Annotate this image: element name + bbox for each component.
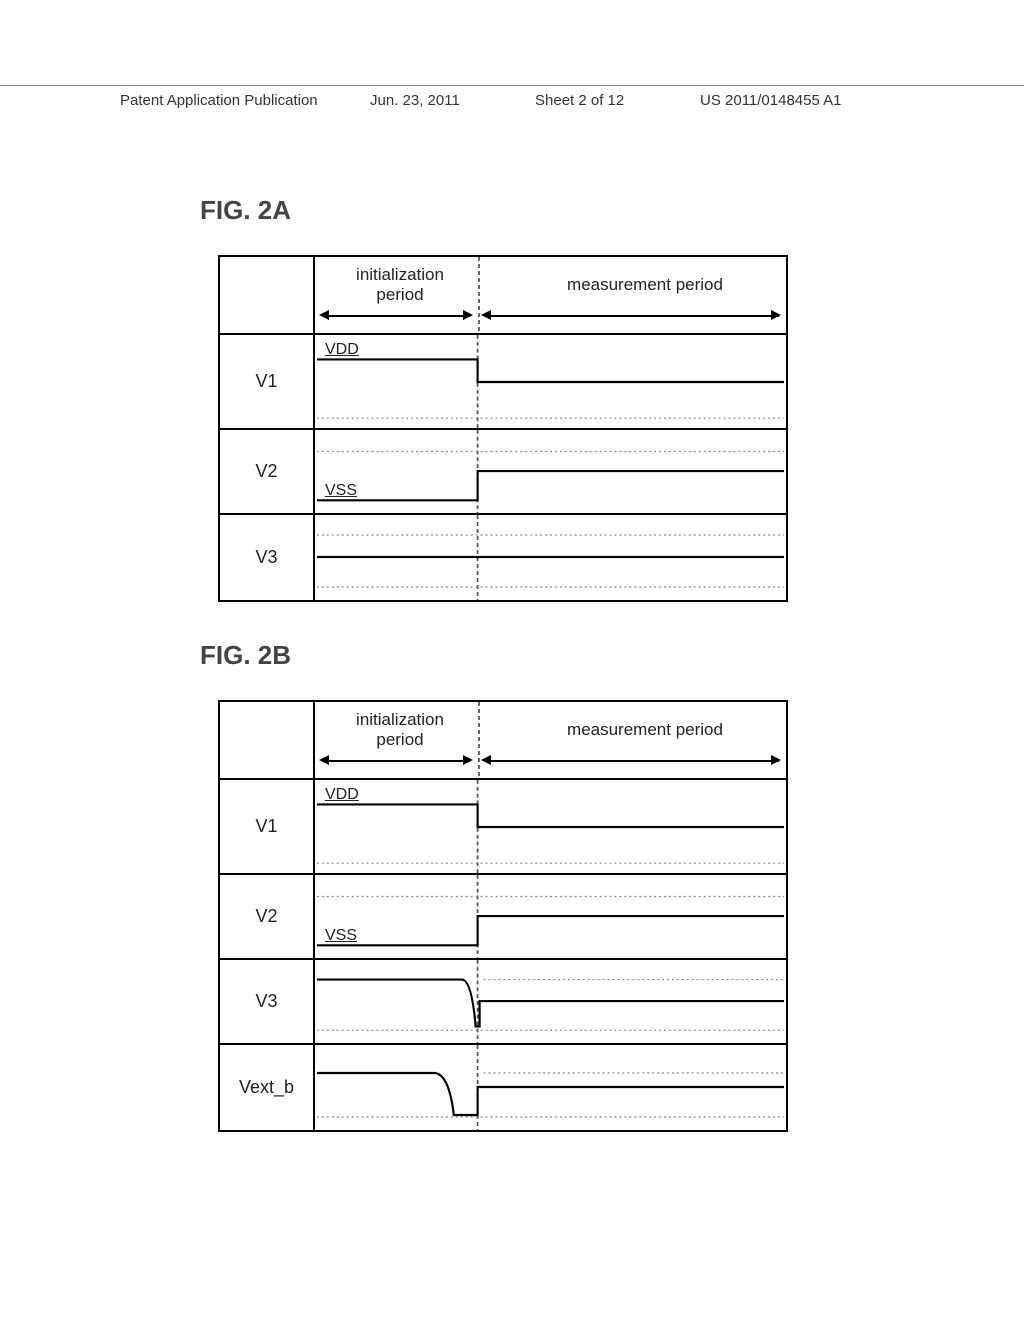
page-header: Patent Application Publication Jun. 23, … bbox=[0, 85, 1024, 90]
table-header-row: initializationperiod measurement period bbox=[220, 257, 786, 335]
header-label-blank bbox=[220, 702, 315, 778]
figure-2a-label: FIG. 2A bbox=[200, 195, 291, 226]
header-label-blank bbox=[220, 257, 315, 333]
header-pubno: US 2011/0148455 A1 bbox=[700, 92, 842, 109]
period-header: initializationperiod measurement period bbox=[315, 702, 786, 778]
signal-row-v3: V3 bbox=[220, 515, 786, 600]
signal-wave-v1: VDD bbox=[315, 335, 786, 428]
period-header: initializationperiod measurement period bbox=[315, 257, 786, 333]
signal-label-v2: V2 bbox=[220, 875, 315, 958]
signal-label-v1: V1 bbox=[220, 335, 315, 428]
signal-wave-v3 bbox=[315, 960, 786, 1043]
signal-row-vextb: Vext_b bbox=[220, 1045, 786, 1130]
signal-wave-v3 bbox=[315, 515, 786, 600]
v3-waveform bbox=[315, 960, 786, 1043]
header-divider bbox=[315, 257, 786, 333]
signal-label-v2: V2 bbox=[220, 430, 315, 513]
header-publication: Patent Application Publication bbox=[120, 92, 318, 109]
vextb-waveform bbox=[315, 1045, 786, 1130]
signal-row-v1: V1 VDD bbox=[220, 335, 786, 430]
signal-row-v2: V2 VSS bbox=[220, 875, 786, 960]
signal-row-v3: V3 bbox=[220, 960, 786, 1045]
v1-waveform bbox=[315, 335, 786, 428]
v2-waveform bbox=[315, 875, 786, 958]
signal-label-v3: V3 bbox=[220, 515, 315, 600]
signal-label-v3: V3 bbox=[220, 960, 315, 1043]
signal-label-v1: V1 bbox=[220, 780, 315, 873]
header-divider bbox=[315, 702, 786, 778]
signal-wave-v2: VSS bbox=[315, 875, 786, 958]
v3-waveform bbox=[315, 515, 786, 600]
figure-2b-label: FIG. 2B bbox=[200, 640, 291, 671]
signal-label-vextb: Vext_b bbox=[220, 1045, 315, 1130]
signal-wave-v1: VDD bbox=[315, 780, 786, 873]
table-header-row: initializationperiod measurement period bbox=[220, 702, 786, 780]
signal-wave-v2: VSS bbox=[315, 430, 786, 513]
v1-waveform bbox=[315, 780, 786, 873]
signal-wave-vextb bbox=[315, 1045, 786, 1130]
v2-waveform bbox=[315, 430, 786, 513]
header-date: Jun. 23, 2011 bbox=[370, 92, 460, 109]
header-sheet: Sheet 2 of 12 bbox=[535, 92, 624, 109]
timing-diagram-2b: initializationperiod measurement period … bbox=[218, 700, 788, 1132]
signal-row-v1: V1 VDD bbox=[220, 780, 786, 875]
timing-diagram-2a: initializationperiod measurement period … bbox=[218, 255, 788, 602]
signal-row-v2: V2 VSS bbox=[220, 430, 786, 515]
